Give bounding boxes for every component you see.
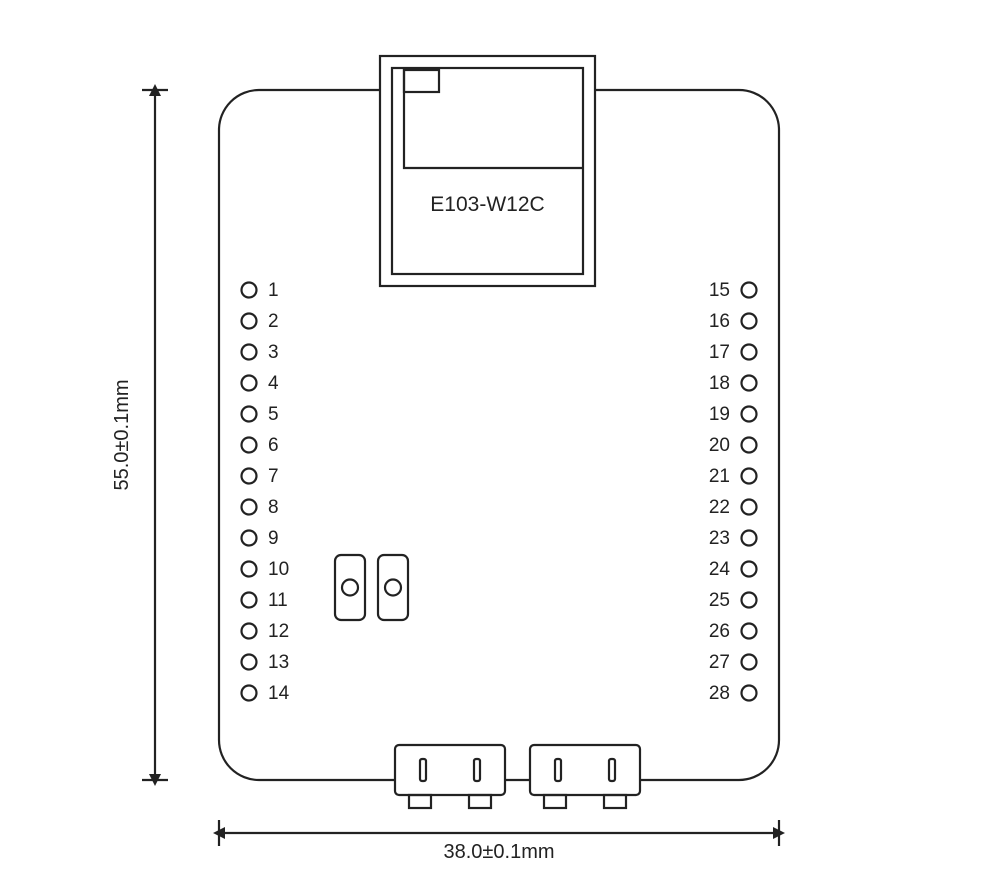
pin-hole [242, 407, 257, 422]
pin-label: 22 [709, 497, 730, 518]
pin-hole [242, 655, 257, 670]
pin-hole [742, 283, 757, 298]
pin-hole [242, 500, 257, 515]
pin-hole [742, 376, 757, 391]
pin-label: 15 [709, 280, 730, 301]
pin-label: 20 [709, 435, 730, 456]
dimension-height: 55.0±0.1mm [111, 90, 168, 780]
pin-hole [242, 283, 257, 298]
pin-hole [242, 624, 257, 639]
pin-hole [242, 686, 257, 701]
pin-label: 8 [268, 497, 279, 518]
connector-tab [469, 795, 491, 808]
pin-hole [242, 562, 257, 577]
pin-hole [242, 345, 257, 360]
module-label: E103-W12C [430, 193, 544, 216]
dimension-width-label: 38.0±0.1mm [443, 841, 554, 863]
pin-label: 17 [709, 342, 730, 363]
pin-hole [742, 500, 757, 515]
pin-label: 9 [268, 528, 279, 549]
pin-hole [742, 345, 757, 360]
pin-label: 11 [268, 590, 288, 611]
module: E103-W12C [380, 56, 595, 286]
pin-label: 23 [709, 528, 730, 549]
pin-label: 26 [709, 621, 730, 642]
pin-label: 10 [268, 559, 289, 580]
pin-hole [242, 314, 257, 329]
buttons [335, 555, 408, 620]
pin-hole [742, 531, 757, 546]
pin-hole [742, 562, 757, 577]
pin-hole [742, 438, 757, 453]
pin-hole [242, 376, 257, 391]
pin-label: 1 [268, 280, 279, 301]
connector-tab [604, 795, 626, 808]
pin-label: 13 [268, 652, 289, 673]
pin-label: 24 [709, 559, 731, 580]
pin-label: 5 [268, 404, 279, 425]
pin-label: 2 [268, 311, 279, 332]
pin-hole [742, 314, 757, 329]
pin-label: 3 [268, 342, 279, 363]
pin-hole [742, 469, 757, 484]
pin-hole [742, 593, 757, 608]
dimension-width: 38.0±0.1mm [219, 820, 779, 863]
pin-label: 4 [268, 373, 279, 394]
pin-label: 18 [709, 373, 730, 394]
pin-label: 19 [709, 404, 730, 425]
pin-label: 7 [268, 466, 279, 487]
bottom-connectors [395, 745, 640, 808]
button-body [378, 555, 408, 620]
pin-label: 16 [709, 311, 730, 332]
button-hole [342, 580, 358, 596]
pin-label: 27 [709, 652, 730, 673]
pin-label: 28 [709, 683, 730, 704]
pin-label: 25 [709, 590, 730, 611]
pin-hole [742, 407, 757, 422]
connector-tab [409, 795, 431, 808]
pin-hole [742, 655, 757, 670]
pin-label: 14 [268, 683, 290, 704]
dimension-height-label: 55.0±0.1mm [111, 379, 133, 490]
pin-label: 12 [268, 621, 289, 642]
pin-hole [742, 686, 757, 701]
pins-right: 15 16 17 18 19 20 21 22 23 24 25 26 27 28 [709, 280, 757, 704]
button-hole [385, 580, 401, 596]
pin-hole [242, 531, 257, 546]
pin-label: 6 [268, 435, 279, 456]
pin-label: 21 [709, 466, 730, 487]
pin-hole [742, 624, 757, 639]
connector-tab [544, 795, 566, 808]
pin-hole [242, 593, 257, 608]
pins-left: 1234567891011121314 [242, 280, 290, 704]
pin-hole [242, 469, 257, 484]
button-body [335, 555, 365, 620]
pin-hole [242, 438, 257, 453]
